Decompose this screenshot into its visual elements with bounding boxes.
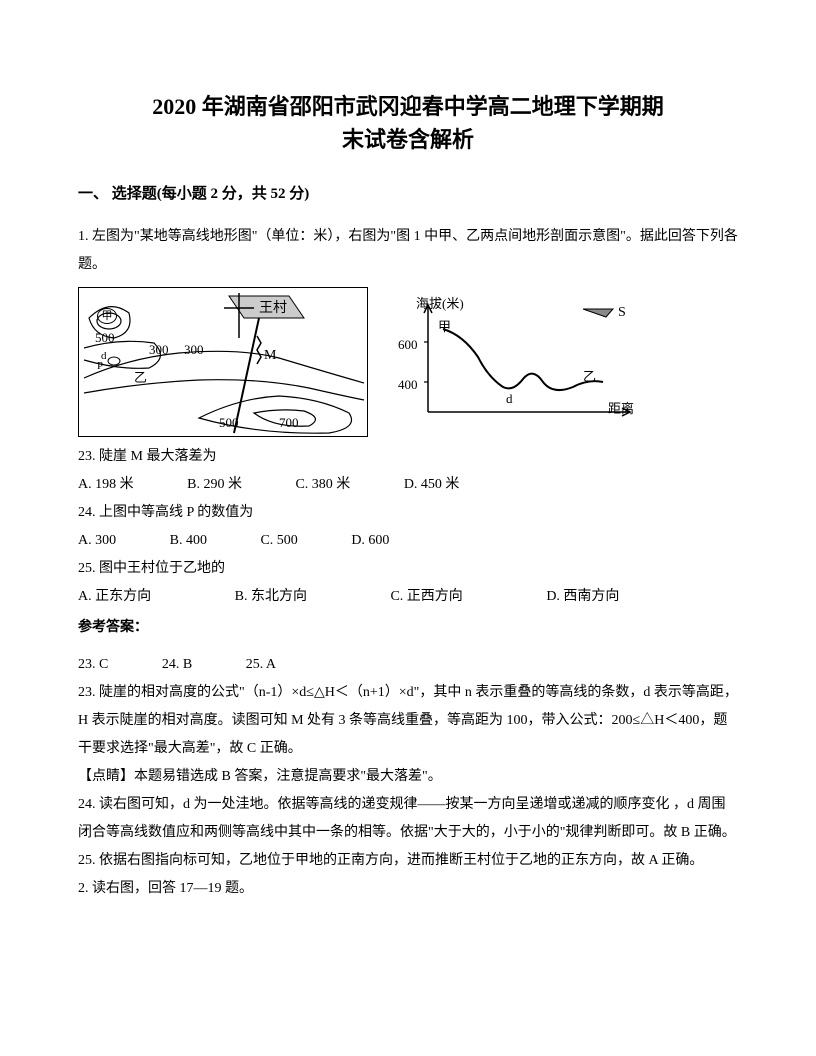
q25-options: A. 正东方向 B. 东北方向 C. 正西方向 D. 西南方向 xyxy=(78,583,738,611)
contour-map: 甲 500 300 300 王村 乙 M 500 700 d P xyxy=(78,287,368,437)
answer-24: 24. B xyxy=(162,651,192,679)
answers-row: 23. C 24. B 25. A xyxy=(78,651,738,679)
section-header: 一、 选择题(每小题 2 分，共 52 分) xyxy=(78,180,738,209)
answer-23: 23. C xyxy=(78,651,108,679)
q24-optA: A. 300 xyxy=(78,527,116,555)
q23-text: 23. 陡崖 M 最大落差为 xyxy=(78,443,738,471)
explanation-23: 23. 陡崖的相对高度的公式"（n-1）×d≤△H＜（n+1）×d"，其中 n … xyxy=(78,679,738,763)
q24-options: A. 300 B. 400 C. 500 D. 600 xyxy=(78,527,738,555)
q24-optC: C. 500 xyxy=(260,527,297,555)
answer-25: 25. A xyxy=(246,651,276,679)
answers-header: 参考答案： xyxy=(78,615,738,642)
exam-title: 2020 年湖南省邵阳市武冈迎春中学高二地理下学期期 末试卷含解析 xyxy=(78,90,738,156)
q24-text: 24. 上图中等高线 P 的数值为 xyxy=(78,499,738,527)
q24-optD: D. 600 xyxy=(351,527,389,555)
map-label-M: M xyxy=(264,343,276,370)
profile-ylabel: 海拔(米) xyxy=(416,292,464,317)
map-label-500b: 500 xyxy=(219,411,239,436)
figures-row: 甲 500 300 300 王村 乙 M 500 700 d P 海拔(米) S… xyxy=(78,287,738,437)
profile-yi: 乙 xyxy=(583,365,596,390)
q23-optA: A. 198 米 xyxy=(78,471,134,499)
q23-optD: D. 450 米 xyxy=(404,471,460,499)
q25-optA: A. 正东方向 xyxy=(78,583,151,611)
profile-chart: 海拔(米) S 600 400 甲 d 乙 距离 xyxy=(388,287,648,437)
profile-jia: 甲 xyxy=(438,315,451,340)
map-label-300b: 300 xyxy=(184,338,204,363)
tip-23: 【点睛】本题易错选成 B 答案，注意提高要求"最大落差"。 xyxy=(78,763,738,791)
map-label-700: 700 xyxy=(279,411,299,436)
map-label-P: P xyxy=(97,356,103,377)
q23-options: A. 198 米 B. 290 米 C. 380 米 D. 450 米 xyxy=(78,471,738,499)
q25-optD: D. 西南方向 xyxy=(546,583,619,611)
q23-optC: C. 380 米 xyxy=(295,471,350,499)
q25-optB: B. 东北方向 xyxy=(235,583,307,611)
profile-600: 600 xyxy=(398,333,418,358)
map-label-300a: 300 xyxy=(149,338,169,363)
q23-optB: B. 290 米 xyxy=(187,471,242,499)
profile-400: 400 xyxy=(398,373,418,398)
map-label-jia: 甲 xyxy=(97,308,117,324)
map-label-wangcun: 王村 xyxy=(259,296,287,323)
map-label-yi: 乙 xyxy=(134,366,147,391)
q24-optB: B. 400 xyxy=(170,527,207,555)
q25-optC: C. 正西方向 xyxy=(390,583,462,611)
profile-d: d xyxy=(506,387,513,412)
explanation-25: 25. 依据右图指向标可知，乙地位于甲地的正南方向，进而推断王村位于乙地的正东方… xyxy=(78,847,738,875)
q25-text: 25. 图中王村位于乙地的 xyxy=(78,555,738,583)
question-2: 2. 读右图，回答 17—19 题。 xyxy=(78,875,738,903)
profile-xlabel: 距离 xyxy=(608,397,634,422)
explanation-24: 24. 读右图可知，d 为一处洼地。依据等高线的递变规律——按某一方向呈递增或递… xyxy=(78,791,738,847)
question-intro: 1. 左图为"某地等高线地形图"（单位：米），右图为"图 1 中甲、乙两点间地形… xyxy=(78,223,738,279)
profile-s: S xyxy=(618,300,626,327)
